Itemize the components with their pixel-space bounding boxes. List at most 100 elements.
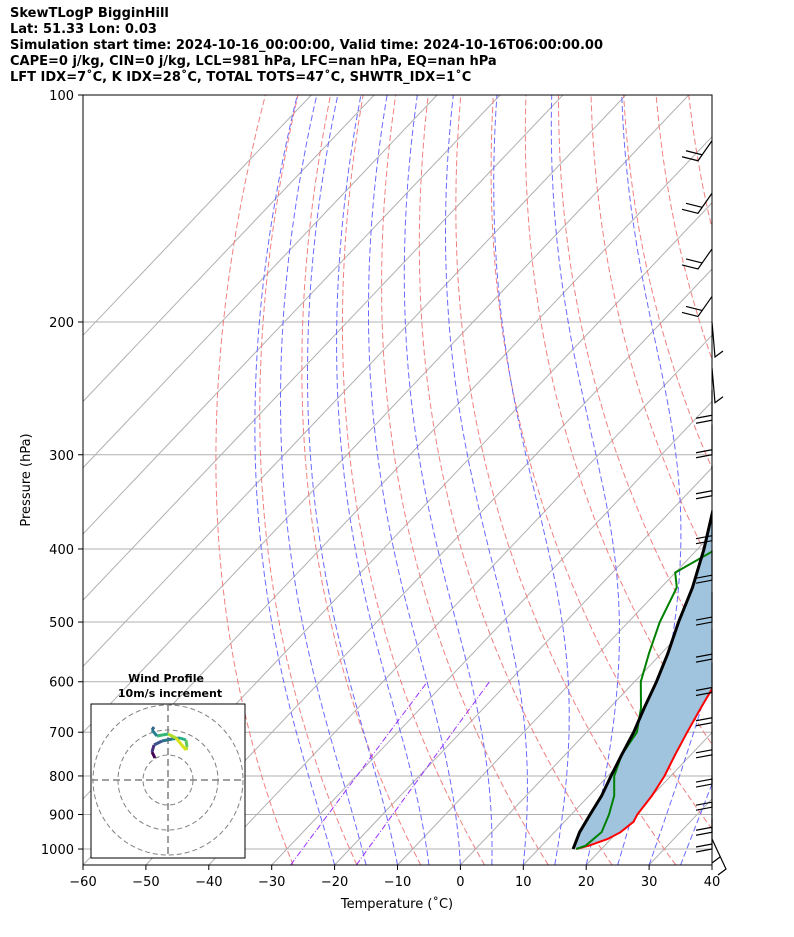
wind-barb xyxy=(711,367,724,404)
dry-adiabat-120 xyxy=(754,95,794,865)
wind-barb xyxy=(695,510,713,545)
x-tick-label: 0 xyxy=(456,875,464,890)
wind-barb xyxy=(695,550,713,584)
isotherm--40 xyxy=(208,334,712,865)
hodo-segment xyxy=(153,739,163,747)
wind-barb xyxy=(695,390,713,424)
dry-adiabat-60 xyxy=(557,95,712,659)
isotherm--20 xyxy=(334,467,712,865)
y-tick-label: 300 xyxy=(49,449,74,464)
parcel-line xyxy=(571,507,712,850)
chart-header: SkewTLogP BigginHill Lat: 51.33 Lon: 0.0… xyxy=(10,6,603,86)
isotherm-40 xyxy=(711,864,712,865)
isotherm--30 xyxy=(271,400,712,865)
wind-barb xyxy=(681,248,713,270)
y-tick-label: 100 xyxy=(49,89,74,104)
isotherm--100 xyxy=(83,95,564,601)
dry-adiabat-0 xyxy=(341,95,485,865)
moist-adiabat--5 xyxy=(336,95,430,865)
wind-barb xyxy=(695,424,713,459)
chart-title: SkewTLogP BigginHill xyxy=(10,6,169,21)
x-tick-label: −50 xyxy=(132,875,159,890)
wind-barb xyxy=(695,629,713,663)
moist-adiabat-0 xyxy=(368,95,461,865)
dry-adiabat-50 xyxy=(524,95,712,746)
wind-barbs xyxy=(681,140,727,876)
wind-profile-inset: Wind Profile 10m/s increment xyxy=(90,672,246,859)
wind-barb xyxy=(681,140,713,162)
hodo-segment xyxy=(150,726,156,731)
x-tick-label: 20 xyxy=(578,875,595,890)
isotherm--120 xyxy=(83,95,438,469)
isotherm--80 xyxy=(83,95,690,734)
hodo-segment xyxy=(167,732,177,740)
dewpoint-line xyxy=(575,550,712,850)
wind-profile-subtitle: 10m/s increment xyxy=(118,687,222,700)
isotherm-20 xyxy=(585,731,712,865)
dry-adiabat-10 xyxy=(381,95,549,865)
dry-adiabat--10 xyxy=(301,95,422,865)
x-tick-label: 30 xyxy=(641,875,658,890)
moist-adiabat-20 xyxy=(550,95,620,865)
hodo-segment xyxy=(150,744,156,753)
hodo-segment xyxy=(174,737,188,751)
location-line: Lat: 51.33 Lon: 0.03 xyxy=(10,22,157,37)
diagram-grid xyxy=(83,95,794,865)
moist-adiabat-5 xyxy=(403,95,493,865)
moist-adiabat--15 xyxy=(280,95,367,865)
x-tick-label: −30 xyxy=(258,875,285,890)
isotherm--110 xyxy=(83,95,501,535)
stability-line: CAPE=0 j/kg, CIN=0 j/kg, LCL=981 hPa, LF… xyxy=(10,54,497,69)
moist-adiabat-10 xyxy=(445,95,528,865)
isotherm--140 xyxy=(83,95,312,337)
profile-lines xyxy=(571,507,712,850)
axes: −60 −50 −40 −30 −20 −10 0 10 20 30 40 1000 900 800 700… xyxy=(41,89,720,890)
moist-adiabat--20 xyxy=(254,95,336,865)
x-tick-label: −20 xyxy=(321,875,348,890)
wind-barb xyxy=(711,321,724,359)
mixing-ratio-0.4 xyxy=(290,681,428,865)
isotherm-0 xyxy=(460,599,712,865)
moist-adiabat-35 xyxy=(680,782,712,865)
y-tick-label: 600 xyxy=(49,676,74,691)
wind-barb xyxy=(681,296,713,318)
hodo-segment xyxy=(150,729,159,737)
isotherm--50 xyxy=(145,268,712,865)
dry-adiabat-110 xyxy=(721,95,794,865)
wind-profile-title: Wind Profile xyxy=(128,672,204,685)
wind-barb xyxy=(681,192,713,214)
wind-barb xyxy=(695,592,713,626)
y-tick-label: 900 xyxy=(49,809,74,824)
dry-adiabat-70 xyxy=(590,95,712,567)
y-axis-label: Pressure (hPa) xyxy=(19,433,34,526)
dry-adiabat-130 xyxy=(786,95,794,865)
dry-adiabat--20 xyxy=(259,95,358,865)
parcel-area-fill xyxy=(573,514,712,849)
x-tick-label: 40 xyxy=(704,875,721,890)
y-tick-label: 500 xyxy=(49,616,74,631)
y-tick-label: 400 xyxy=(49,543,74,558)
mixing-ratio-1 xyxy=(355,681,490,865)
isotherm--90 xyxy=(83,95,627,668)
x-tick-label: −60 xyxy=(69,875,96,890)
isotherm--10 xyxy=(397,533,712,865)
dry-adiabat-20 xyxy=(418,95,613,865)
hodo-segment xyxy=(161,737,173,743)
y-tick-label: 800 xyxy=(49,770,74,785)
wind-barb xyxy=(695,692,713,727)
wind-profile-plot xyxy=(91,704,245,858)
hodo-segment xyxy=(184,739,189,748)
hodo-segment xyxy=(179,736,187,742)
x-tick-label: −10 xyxy=(384,875,411,890)
x-axis-label: Temperature (˚C) xyxy=(340,896,453,912)
y-tick-label: 700 xyxy=(49,726,74,741)
time-line: Simulation start time: 2024-10-16_00:00:… xyxy=(10,38,603,53)
moist-adiabat-40 xyxy=(711,863,712,865)
x-tick-label: −40 xyxy=(195,875,222,890)
moist-adiabat--10 xyxy=(307,95,398,865)
y-tick-label: 200 xyxy=(49,316,74,331)
wind-barb xyxy=(695,819,713,853)
moist-adiabat-15 xyxy=(493,95,570,865)
wind-barb xyxy=(695,754,713,788)
